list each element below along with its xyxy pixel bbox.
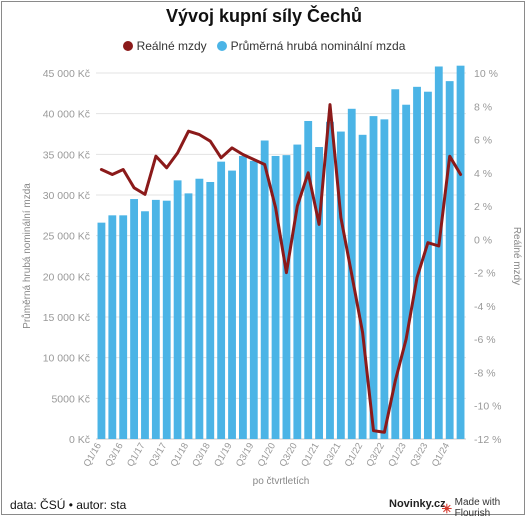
bar[interactable]	[271, 155, 280, 439]
bar[interactable]	[304, 120, 313, 439]
x-tick-label: Q3/16	[103, 441, 125, 469]
x-tick-label: Q1/19	[212, 441, 234, 469]
bar[interactable]	[456, 65, 465, 440]
y2-tick-label: 2 %	[474, 201, 492, 213]
legend-marker-real-wages	[122, 41, 133, 51]
y2-tick-label: 6 %	[474, 135, 492, 147]
x-tick-label: Q3/19	[234, 441, 256, 469]
y2-tick-label: -4 %	[474, 301, 496, 313]
y-tick-label: 45 000 Kč	[43, 68, 90, 80]
bar[interactable]	[445, 81, 454, 439]
y-tick-label: 10 000 Kč	[43, 353, 90, 365]
y-tick-label: 35 000 Kč	[43, 149, 90, 161]
y2-tick-label: -12 %	[474, 434, 501, 446]
bar[interactable]	[380, 119, 389, 440]
y2-axis-title: Reálné mzdy	[511, 227, 522, 285]
left-axis: 0 Kč 5000 Kč 10 000 Kč 15 000 Kč 20 000 Kč 25…	[43, 68, 90, 446]
legend-item-nominal-wage[interactable]: Průměrná hrubá nominální mzda	[216, 39, 406, 53]
x-tick-label: Q3/23	[408, 441, 430, 469]
bar[interactable]	[315, 147, 324, 439]
bar[interactable]	[141, 211, 149, 439]
y2-tick-label: -8 %	[474, 367, 496, 379]
flourish-label: Made with Flourish	[454, 497, 501, 519]
x-tick-label: Q3/20	[277, 441, 299, 469]
bar[interactable]	[130, 199, 139, 439]
y-tick-label: 20 000 Kč	[43, 271, 90, 283]
bar[interactable]	[151, 199, 160, 439]
bar[interactable]	[434, 66, 443, 439]
bar-series	[97, 65, 465, 440]
bar[interactable]	[97, 222, 106, 439]
x-tick-label: Q1/24	[430, 441, 452, 469]
y2-tick-label: -6 %	[474, 334, 496, 346]
legend-label-real-wages: Reálné mzdy	[136, 39, 207, 53]
chart-area: 0 Kč 5000 Kč 10 000 Kč 15 000 Kč 20 000 Kč 25…	[21, 65, 522, 487]
x-tick-label: Q3/17	[147, 441, 169, 469]
bar[interactable]	[260, 140, 269, 440]
bar[interactable]	[217, 161, 226, 440]
gridlines	[96, 72, 466, 440]
y2-tick-label: -10 %	[474, 401, 501, 413]
x-tick-label: Q3/18	[190, 441, 212, 469]
bar[interactable]	[391, 89, 400, 440]
y-axis-title: Průměrná hrubá nominální mzda	[21, 183, 33, 329]
bar[interactable]	[195, 178, 204, 439]
x-axis-title: po čtvrtletích	[253, 476, 310, 487]
y-tick-label: 15 000 Kč	[43, 312, 90, 324]
x-axis: Q1/16 Q3/16 Q1/17 Q3/17 Q1/18 Q3/18 Q1/19 Q3/19…	[82, 441, 453, 469]
brand-link[interactable]: Novinky.cz	[389, 498, 446, 510]
x-tick-label: Q3/22	[365, 441, 387, 469]
x-tick-label: Q1/22	[343, 441, 365, 469]
bar[interactable]	[206, 181, 215, 439]
flourish-icon	[442, 503, 452, 513]
y-tick-label: 0 Kč	[69, 434, 90, 446]
bar[interactable]	[282, 155, 291, 439]
y2-tick-label: 8 %	[474, 101, 492, 113]
bar[interactable]	[402, 104, 411, 439]
y-tick-label: 40 000 Kč	[43, 109, 90, 121]
y-tick-label: 25 000 Kč	[43, 231, 90, 243]
bar[interactable]	[119, 215, 128, 439]
y2-tick-label: -2 %	[474, 268, 496, 280]
bar[interactable]	[293, 144, 302, 439]
y2-tick-label: 0 %	[474, 234, 492, 246]
bar[interactable]	[184, 193, 193, 439]
footer: data: ČSÚ • autor: sta Novinky.cz Made w…	[0, 494, 528, 519]
bar[interactable]	[108, 215, 117, 439]
chart-title: Vývoj kupní síly Čechů	[165, 6, 363, 26]
bar[interactable]	[336, 131, 345, 439]
bar[interactable]	[162, 200, 171, 439]
source-credit: data: ČSÚ • autor: sta	[10, 498, 127, 512]
x-tick-label: Q1/23	[386, 441, 408, 469]
bar[interactable]	[423, 91, 432, 439]
legend: Reálné mzdy Průměrná hrubá nominální mzd…	[0, 39, 528, 53]
y-tick-label: 5000 Kč	[51, 393, 90, 405]
real-wages-line[interactable]	[99, 103, 463, 434]
right-axis: -12 % -10 % -8 % -6 % -4 % -2 % 0 % 2 % 4 % 6 % 8 …	[474, 68, 501, 446]
x-tick-label: Q3/21	[321, 441, 343, 469]
bar[interactable]	[369, 116, 378, 440]
x-tick-label: Q1/20	[256, 441, 278, 469]
legend-marker-nominal-wage	[216, 41, 227, 51]
bar[interactable]	[326, 121, 334, 440]
legend-item-real-wages[interactable]: Reálné mzdy	[122, 39, 207, 53]
bar[interactable]	[228, 170, 236, 439]
bar[interactable]	[413, 86, 421, 440]
x-tick-label: Q1/21	[299, 441, 321, 469]
bar[interactable]	[173, 180, 182, 440]
legend-label-nominal-wage: Průměrná hrubá nominální mzda	[230, 39, 406, 53]
bar[interactable]	[238, 155, 247, 439]
bar[interactable]	[358, 134, 367, 439]
y-tick-label: 30 000 Kč	[43, 190, 90, 202]
y2-tick-label: 10 %	[474, 68, 498, 80]
x-tick-label: Q1/17	[125, 441, 147, 469]
flourish-badge[interactable]: Made with Flourish	[442, 497, 528, 519]
x-tick-label: Q1/18	[169, 441, 191, 469]
bar[interactable]	[249, 160, 258, 439]
y2-tick-label: 4 %	[474, 168, 492, 180]
line-series	[99, 103, 463, 434]
